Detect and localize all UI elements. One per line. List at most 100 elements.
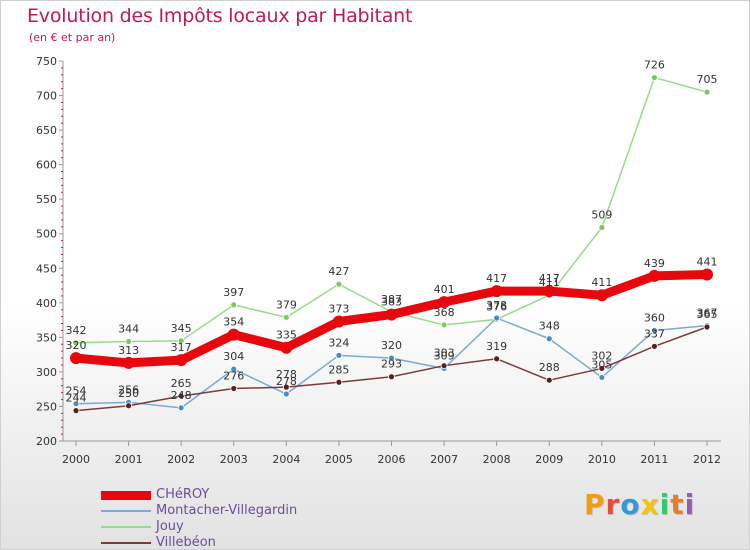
data-label: 345: [171, 322, 192, 335]
data-label: 320: [66, 339, 87, 352]
data-point: [70, 352, 82, 365]
chart-title: Evolution des Impôts locaux par Habitant: [27, 5, 413, 27]
data-label: 439: [644, 257, 665, 270]
data-label: 256: [118, 383, 139, 396]
data-point: [230, 385, 238, 392]
data-point: [230, 365, 238, 373]
data-label: 254: [66, 385, 87, 398]
data-label: 441: [697, 255, 718, 268]
data-point: [545, 335, 553, 343]
y-tick-label: 400: [36, 297, 57, 310]
data-label: 324: [328, 336, 349, 349]
data-point: [703, 323, 711, 331]
data-label: 313: [118, 344, 139, 357]
data-point: [282, 390, 290, 398]
data-point: [438, 296, 451, 309]
data-point: [388, 373, 395, 381]
data-point: [177, 337, 185, 345]
data-label: 342: [66, 324, 87, 337]
y-tick-label: 250: [36, 400, 57, 413]
data-point: [175, 354, 188, 367]
data-point: [493, 355, 501, 363]
data-label: 293: [381, 358, 402, 371]
data-label: 417: [486, 272, 507, 285]
data-label: 285: [328, 363, 349, 376]
legend-item-cheroy: CHéROY: [101, 487, 297, 503]
y-tick-label: 450: [36, 262, 57, 275]
y-tick-label: 350: [36, 331, 57, 344]
data-label: 417: [539, 272, 560, 285]
x-tick-label: 2004: [272, 453, 300, 466]
data-point: [72, 339, 80, 347]
legend-swatch: [101, 526, 151, 528]
data-label: 348: [539, 320, 560, 333]
data-point: [335, 351, 343, 359]
x-tick-label: 2007: [430, 453, 458, 466]
data-point: [703, 88, 711, 96]
legend-swatch: [101, 490, 151, 500]
chart-subtitle: (en € et par an): [29, 31, 116, 44]
x-tick-label: 2006: [378, 453, 406, 466]
data-point: [648, 269, 661, 282]
data-label: 335: [276, 329, 297, 342]
data-label: 427: [328, 265, 349, 278]
data-label: 276: [223, 369, 244, 382]
legend-label: CHéROY: [156, 487, 210, 502]
data-label: 378: [486, 299, 507, 312]
x-tick-label: 2011: [640, 453, 668, 466]
data-label: 265: [171, 377, 192, 390]
data-point: [651, 327, 658, 334]
legend-label: Montacher-Villegardin: [156, 503, 298, 518]
data-point: [651, 74, 658, 81]
data-point: [230, 301, 238, 309]
data-point: [282, 313, 290, 321]
data-point: [177, 404, 185, 412]
x-tick-label: 2000: [62, 453, 90, 466]
data-point: [545, 376, 553, 384]
legend-label: Villebéon: [156, 535, 216, 550]
data-label: 411: [591, 276, 612, 289]
data-label: 509: [591, 209, 612, 222]
legend-item-jouy: Jouy: [101, 519, 297, 535]
y-tick-label: 500: [36, 228, 57, 241]
data-label: 250: [118, 387, 139, 400]
data-point: [122, 356, 135, 369]
data-point: [490, 285, 503, 298]
data-point: [701, 268, 713, 281]
data-label: 411: [539, 276, 560, 289]
data-label: 344: [118, 323, 139, 336]
data-label: 367: [697, 307, 718, 320]
data-point: [440, 362, 448, 370]
data-label: 379: [276, 298, 297, 311]
data-label: 278: [276, 375, 297, 388]
data-label: 304: [223, 350, 244, 363]
legend-label: Jouy: [156, 519, 184, 534]
x-tick-label: 2001: [115, 453, 143, 466]
data-point: [598, 365, 606, 372]
data-point: [125, 402, 132, 410]
data-label: 309: [434, 349, 455, 362]
data-label: 387: [381, 293, 402, 306]
data-label: 320: [381, 339, 402, 352]
x-tick-label: 2009: [535, 453, 563, 466]
data-point: [493, 314, 501, 322]
y-tick-label: 200: [36, 435, 57, 448]
data-point: [385, 308, 398, 321]
data-label: 373: [328, 302, 349, 315]
data-point: [595, 289, 608, 302]
data-label: 319: [486, 340, 507, 353]
data-point: [598, 374, 606, 381]
data-point: [598, 224, 606, 231]
y-tick-label: 550: [36, 193, 57, 206]
data-label: 705: [697, 73, 718, 86]
data-label: 726: [644, 59, 665, 72]
data-point: [440, 321, 448, 329]
data-label: 368: [434, 306, 455, 319]
data-point: [227, 328, 240, 341]
data-label: 354: [223, 316, 244, 329]
y-tick-label: 700: [36, 90, 57, 103]
y-tick-label: 600: [36, 159, 57, 172]
data-label: 360: [644, 311, 665, 324]
data-point: [335, 280, 343, 288]
